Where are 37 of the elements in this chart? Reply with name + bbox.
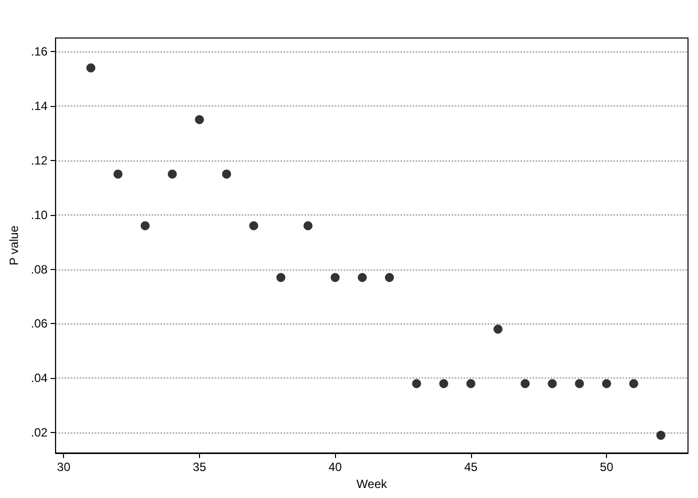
point [304, 221, 313, 230]
point [412, 379, 422, 388]
x-tick-label: 40 [328, 460, 342, 474]
y-tick-label: .14 [30, 99, 48, 114]
x-tick-label: 35 [192, 460, 206, 474]
point [602, 379, 612, 388]
point [140, 221, 150, 230]
y-tick-label: .10 [30, 208, 48, 222]
point [114, 170, 123, 179]
point [168, 170, 177, 179]
y-tick-label: .12 [30, 153, 48, 168]
point [194, 115, 204, 124]
point [439, 379, 448, 388]
y-tick-label: .04 [30, 371, 48, 386]
point [330, 272, 340, 282]
point [222, 170, 232, 179]
y-tick-label: .16 [30, 44, 48, 59]
y-axis-title: P value [7, 225, 21, 266]
point [629, 379, 638, 388]
x-tick-label: 50 [600, 460, 614, 474]
point [656, 430, 666, 440]
point [86, 63, 96, 72]
point [249, 221, 258, 230]
point [466, 379, 476, 388]
y-tick-label: .02 [30, 426, 48, 440]
point [276, 272, 286, 282]
x-tick-label: 45 [464, 460, 478, 474]
point [548, 379, 557, 388]
point [494, 324, 503, 334]
x-tick-label: 30 [57, 460, 71, 474]
point [520, 379, 530, 388]
point [384, 272, 394, 282]
y-tick-label: .06 [30, 316, 48, 331]
x-axis-title: Week [356, 476, 388, 491]
point [574, 379, 584, 388]
point [358, 272, 367, 282]
y-tick-label: .08 [30, 262, 48, 276]
